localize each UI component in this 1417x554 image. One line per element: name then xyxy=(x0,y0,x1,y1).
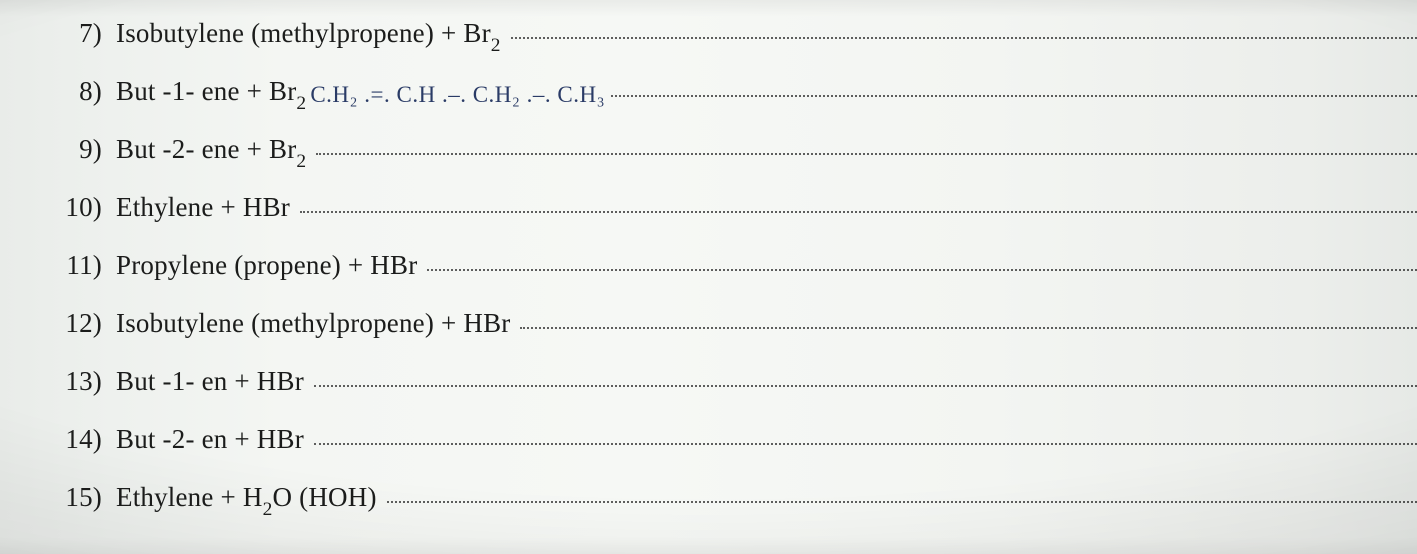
question-text: Isobutylene (methylpropene) + HBr xyxy=(116,308,510,339)
question-number: 13) xyxy=(52,366,116,397)
question-row: 15) Ethylene + H2O (HOH) xyxy=(52,482,1417,540)
question-number: 14) xyxy=(52,424,116,455)
question-number: 7) xyxy=(52,18,116,49)
dot-leader xyxy=(611,82,1417,100)
question-text: But -1- en + HBr xyxy=(116,366,304,397)
dot-leader xyxy=(520,314,1417,332)
question-text: But -2- ene + Br2 xyxy=(116,134,306,170)
question-number: 11) xyxy=(52,250,116,281)
question-number: 10) xyxy=(52,192,116,223)
question-row: 9) But -2- ene + Br2 xyxy=(52,134,1417,192)
question-text: Isobutylene (methylpropene) + Br2 xyxy=(116,18,501,54)
dot-leader xyxy=(314,430,1417,448)
question-row: 12) Isobutylene (methylpropene) + HBr xyxy=(52,308,1417,366)
handwritten-answer: C.H₂ .=. C.H .–. C.H₂ .–. C.H₃ xyxy=(306,82,605,108)
question-text: Propylene (propene) + HBr xyxy=(116,250,417,281)
dot-leader xyxy=(300,198,1417,216)
question-text: Ethylene + HBr xyxy=(116,192,290,223)
dot-leader xyxy=(427,256,1417,274)
dot-leader xyxy=(511,24,1417,42)
question-text: But -2- en + HBr xyxy=(116,424,304,455)
dot-leader xyxy=(387,488,1417,506)
dot-leader xyxy=(314,372,1417,390)
question-row: 7) Isobutylene (methylpropene) + Br2 xyxy=(52,18,1417,76)
question-number: 8) xyxy=(52,76,116,107)
question-number: 15) xyxy=(52,482,116,513)
question-text: Ethylene + H2O (HOH) xyxy=(116,482,377,518)
question-row: 14) But -2- en + HBr xyxy=(52,424,1417,482)
question-row: 8) But -1- ene + Br2 C.H₂ .=. C.H .–. C.… xyxy=(52,76,1417,134)
dot-leader xyxy=(316,140,1417,158)
question-text: But -1- ene + Br2 xyxy=(116,76,306,112)
question-row: 13) But -1- en + HBr xyxy=(52,366,1417,424)
worksheet-page: 7) Isobutylene (methylpropene) + Br2 8) … xyxy=(0,0,1417,554)
question-number: 12) xyxy=(52,308,116,339)
question-row: 11) Propylene (propene) + HBr xyxy=(52,250,1417,308)
question-row: 10) Ethylene + HBr xyxy=(52,192,1417,250)
question-number: 9) xyxy=(52,134,116,165)
